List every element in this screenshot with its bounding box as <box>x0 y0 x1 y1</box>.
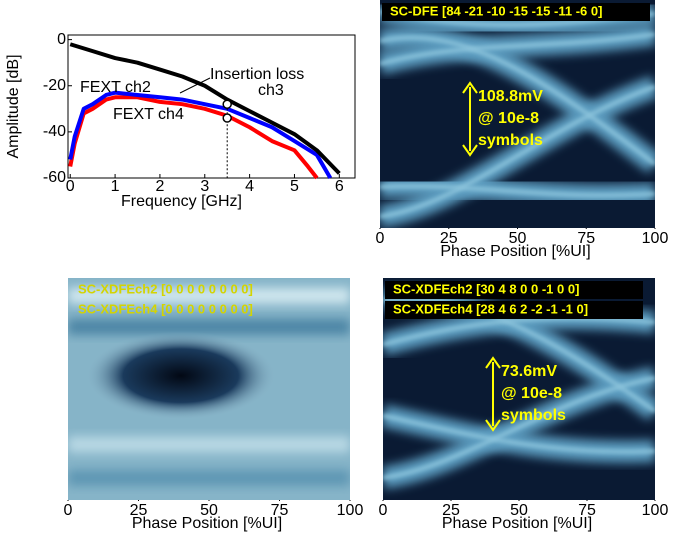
eye-trace-core <box>383 375 655 480</box>
x-tick-label: 5 <box>290 178 299 195</box>
line-series <box>68 90 333 180</box>
marker <box>222 99 232 109</box>
x-axis-label: Phase Position [%UI] <box>440 243 590 260</box>
marker <box>222 113 232 123</box>
x-tick-label: 100 <box>642 230 669 247</box>
x-tick-label: 75 <box>577 230 595 247</box>
annotation: ch3 <box>258 82 284 99</box>
x-axis-label: Phase Position [%UI] <box>132 515 282 532</box>
eye-trace-core <box>380 32 655 66</box>
panel-title: SC-XDFEch2 [30 4 8 0 0 -1 0 0] <box>393 281 579 296</box>
annotation: Insertion loss <box>210 66 304 83</box>
x-tick-label: 75 <box>578 502 596 519</box>
x-tick-label: 3 <box>200 178 209 195</box>
x-axis-label: Phase Position [%UI] <box>442 515 592 532</box>
panel-title: SC-DFE [84 -21 -10 -15 -15 -11 -6 0] <box>390 3 602 18</box>
annotation: FEXT ch4 <box>113 106 184 123</box>
arrow-head <box>485 356 501 432</box>
y-tick-label: 0 <box>57 31 66 48</box>
x-tick-label: 0 <box>64 502 73 519</box>
x-tick-label: 25 <box>440 230 458 247</box>
title-bg <box>385 281 643 299</box>
eye-annotation: 108.8mV <box>478 88 543 105</box>
annotation: FEXT ch2 <box>80 79 151 96</box>
x-tick-label: 0 <box>379 502 388 519</box>
x-tick-label: 100 <box>337 502 364 519</box>
x-tick-label: 1 <box>111 178 120 195</box>
eye-trace-core <box>380 84 655 219</box>
eye-annotation: symbols <box>501 407 566 424</box>
title-bg <box>385 301 643 319</box>
y-tick-label: -60 <box>43 169 66 186</box>
x-tick-label: 50 <box>510 502 528 519</box>
title-bg <box>382 3 650 21</box>
x-tick-label: 6 <box>335 178 344 195</box>
y-axis-label: Amplitude [dB] <box>5 54 22 158</box>
eye-band <box>68 436 350 453</box>
eye-opening <box>84 331 277 421</box>
eye-image <box>68 278 350 500</box>
line-series <box>68 95 319 180</box>
pointer <box>179 77 211 94</box>
x-tick-label: 0 <box>376 230 385 247</box>
eye-annotation: @ 10e-8 <box>478 110 539 127</box>
x-tick-label: 50 <box>509 230 527 247</box>
panel-title: SC-XDFEch4 [0 0 0 0 0 0 0 0] <box>78 301 253 316</box>
eye-annotation: 73.6mV <box>501 363 557 380</box>
line-series <box>69 42 341 175</box>
x-tick-label: 0 <box>66 178 75 195</box>
x-tick-label: 25 <box>442 502 460 519</box>
y-tick-label: -20 <box>43 77 66 94</box>
panel-title: SC-XDFEch2 [0 0 0 0 0 0 0 0] <box>78 281 253 296</box>
x-tick-label: 50 <box>200 502 218 519</box>
eye-band <box>68 469 350 486</box>
eye-trace-core <box>380 184 655 198</box>
x-tick-label: 2 <box>155 178 164 195</box>
eye-annotation: @ 10e-8 <box>501 385 562 402</box>
y-tick-label: -40 <box>43 123 66 140</box>
x-axis-label: Frequency [GHz] <box>121 193 242 210</box>
x-tick-label: 25 <box>130 502 148 519</box>
eye-band <box>68 318 350 335</box>
eye-trace-core <box>380 35 655 166</box>
x-tick-label: 4 <box>245 178 254 195</box>
panel-title: SC-XDFEch4 [28 4 6 2 -2 -1 -1 0] <box>393 301 588 316</box>
arrow-head <box>462 81 478 157</box>
x-tick-label: 100 <box>642 502 669 519</box>
x-tick-label: 75 <box>271 502 289 519</box>
eye-band <box>68 287 350 304</box>
eye-trace-core <box>383 316 655 347</box>
eye-annotation: symbols <box>478 132 543 149</box>
